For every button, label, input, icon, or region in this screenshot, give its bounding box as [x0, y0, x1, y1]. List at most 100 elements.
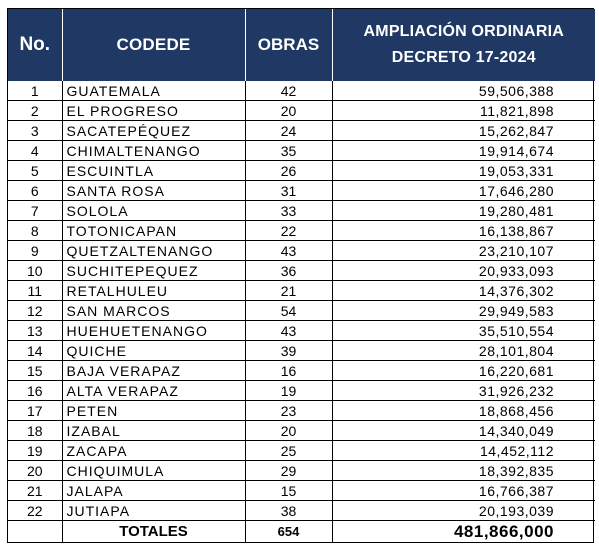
row-obras-cell: 22 — [244, 220, 333, 241]
row-no-cell: 22 — [8, 500, 63, 521]
row-obras-cell: 36 — [244, 260, 333, 281]
row-ampliacion-cell: 23,210,107 — [331, 240, 595, 261]
table-row: 20 CHIQUIMULA 29 18,392,835 — [8, 460, 595, 481]
row-codede-cell: BAJA VERAPAZ — [61, 360, 246, 381]
row-no-cell: 18 — [8, 420, 63, 441]
row-codede-cell: IZABAL — [61, 420, 246, 441]
row-ampliacion-cell: 59,506,388 — [331, 81, 595, 101]
header-ampliacion: AMPLIACIÓN ORDINARIA DECRETO 17-2024 — [331, 9, 595, 81]
row-no-cell: 21 — [8, 480, 63, 501]
table-row: 12 SAN MARCOS 54 29,949,583 — [8, 300, 595, 321]
row-obras-cell: 39 — [244, 340, 333, 361]
row-obras-cell: 35 — [244, 140, 333, 161]
row-no-cell: 9 — [8, 240, 63, 261]
row-no-cell: 10 — [8, 260, 63, 281]
table-row: 2 EL PROGRESO 20 11,821,898 — [8, 100, 595, 121]
table-row: 3 SACATEPÉQUEZ 24 15,262,847 — [8, 120, 595, 141]
row-no-cell: 3 — [8, 120, 63, 141]
row-obras-cell: 24 — [244, 120, 333, 141]
row-obras-cell: 43 — [244, 240, 333, 261]
row-codede-cell: JALAPA — [61, 480, 246, 501]
row-no-cell: 5 — [8, 160, 63, 181]
row-obras-cell: 15 — [244, 480, 333, 501]
table-row: 18 IZABAL 20 14,340,049 — [8, 420, 595, 441]
row-ampliacion-cell: 14,452,112 — [331, 440, 595, 461]
table-row: 14 QUICHE 39 28,101,804 — [8, 340, 595, 361]
row-ampliacion-cell: 16,138,867 — [331, 220, 595, 241]
row-no-cell: 20 — [8, 460, 63, 481]
row-ampliacion-cell: 16,766,387 — [331, 480, 595, 501]
row-obras-cell: 20 — [244, 100, 333, 121]
row-ampliacion-cell: 18,868,456 — [331, 400, 595, 421]
table-row: 15 BAJA VERAPAZ 16 16,220,681 — [8, 360, 595, 381]
row-codede-cell: SOLOLA — [61, 200, 246, 221]
row-codede-cell: CHIMALTENANGO — [61, 140, 246, 161]
row-codede-cell: CHIQUIMULA — [61, 460, 246, 481]
row-no-cell: 17 — [8, 400, 63, 421]
codede-table-sheet: No. CODEDE OBRAS AMPLIACIÓN ORDINARIA DE… — [7, 8, 595, 543]
row-no-cell: 4 — [8, 140, 63, 161]
totals-ampliacion: 481,866,000 — [331, 520, 595, 542]
header-codede: CODEDE — [61, 9, 246, 81]
row-codede-cell: ESCUINTLA — [61, 160, 246, 181]
table-row: 7 SOLOLA 33 19,280,481 — [8, 200, 595, 221]
row-codede-cell: ZACAPA — [61, 440, 246, 461]
table-row: 21 JALAPA 15 16,766,387 — [8, 480, 595, 501]
row-no-cell: 7 — [8, 200, 63, 221]
row-codede-cell: HUEHUETENANGO — [61, 320, 246, 341]
row-ampliacion-cell: 19,280,481 — [331, 200, 595, 221]
row-no-cell: 12 — [8, 300, 63, 321]
totals-row: TOTALES 654 481,866,000 — [8, 520, 595, 542]
row-codede-cell: PETEN — [61, 400, 246, 421]
row-obras-cell: 19 — [244, 380, 333, 401]
header-ampliacion-line2: DECRETO 17-2024 — [391, 49, 536, 66]
row-codede-cell: QUICHE — [61, 340, 246, 361]
table-row: 4 CHIMALTENANGO 35 19,914,674 — [8, 140, 595, 161]
table-row: 1 GUATEMALA 42 59,506,388 — [8, 81, 595, 101]
table-row: 6 SANTA ROSA 31 17,646,280 — [8, 180, 595, 201]
row-ampliacion-cell: 14,376,302 — [331, 280, 595, 301]
codede-table: No. CODEDE OBRAS AMPLIACIÓN ORDINARIA DE… — [8, 9, 595, 542]
row-obras-cell: 25 — [244, 440, 333, 461]
row-codede-cell: SAN MARCOS — [61, 300, 246, 321]
row-ampliacion-cell: 15,262,847 — [331, 120, 595, 141]
row-no-cell: 1 — [8, 81, 63, 101]
totals-obras: 654 — [244, 520, 333, 542]
row-no-cell: 16 — [8, 380, 63, 401]
row-codede-cell: SANTA ROSA — [61, 180, 246, 201]
row-obras-cell: 29 — [244, 460, 333, 481]
table-row: 13 HUEHUETENANGO 43 35,510,554 — [8, 320, 595, 341]
header-no: No. — [8, 9, 63, 81]
table-row: 19 ZACAPA 25 14,452,112 — [8, 440, 595, 461]
row-no-cell: 11 — [8, 280, 63, 301]
row-obras-cell: 23 — [244, 400, 333, 421]
table-row: 11 RETALHULEU 21 14,376,302 — [8, 280, 595, 301]
header-row: No. CODEDE OBRAS AMPLIACIÓN ORDINARIA DE… — [8, 9, 595, 81]
header-ampliacion-line1: AMPLIACIÓN ORDINARIA — [363, 23, 564, 40]
row-codede-cell: SACATEPÉQUEZ — [61, 120, 246, 141]
row-obras-cell: 16 — [244, 360, 333, 381]
table-row: 17 PETEN 23 18,868,456 — [8, 400, 595, 421]
row-no-cell: 14 — [8, 340, 63, 361]
table-row: 16 ALTA VERAPAZ 19 31,926,232 — [8, 380, 595, 401]
row-no-cell: 19 — [8, 440, 63, 461]
row-ampliacion-cell: 14,340,049 — [331, 420, 595, 441]
totals-label: TOTALES — [61, 520, 246, 542]
table-row: 9 QUETZALTENANGO 43 23,210,107 — [8, 240, 595, 261]
header-obras: OBRAS — [244, 9, 333, 81]
row-ampliacion-cell: 16,220,681 — [331, 360, 595, 381]
row-ampliacion-cell: 29,949,583 — [331, 300, 595, 321]
row-codede-cell: RETALHULEU — [61, 280, 246, 301]
totals-empty-cell — [8, 520, 63, 542]
row-codede-cell: QUETZALTENANGO — [61, 240, 246, 261]
row-no-cell: 2 — [8, 100, 63, 121]
row-ampliacion-cell: 17,646,280 — [331, 180, 595, 201]
row-obras-cell: 31 — [244, 180, 333, 201]
row-obras-cell: 43 — [244, 320, 333, 341]
row-ampliacion-cell: 35,510,554 — [331, 320, 595, 341]
row-ampliacion-cell: 20,933,093 — [331, 260, 595, 281]
row-no-cell: 15 — [8, 360, 63, 381]
table-row: 10 SUCHITEPEQUEZ 36 20,933,093 — [8, 260, 595, 281]
row-ampliacion-cell: 28,101,804 — [331, 340, 595, 361]
row-ampliacion-cell: 31,926,232 — [331, 380, 595, 401]
